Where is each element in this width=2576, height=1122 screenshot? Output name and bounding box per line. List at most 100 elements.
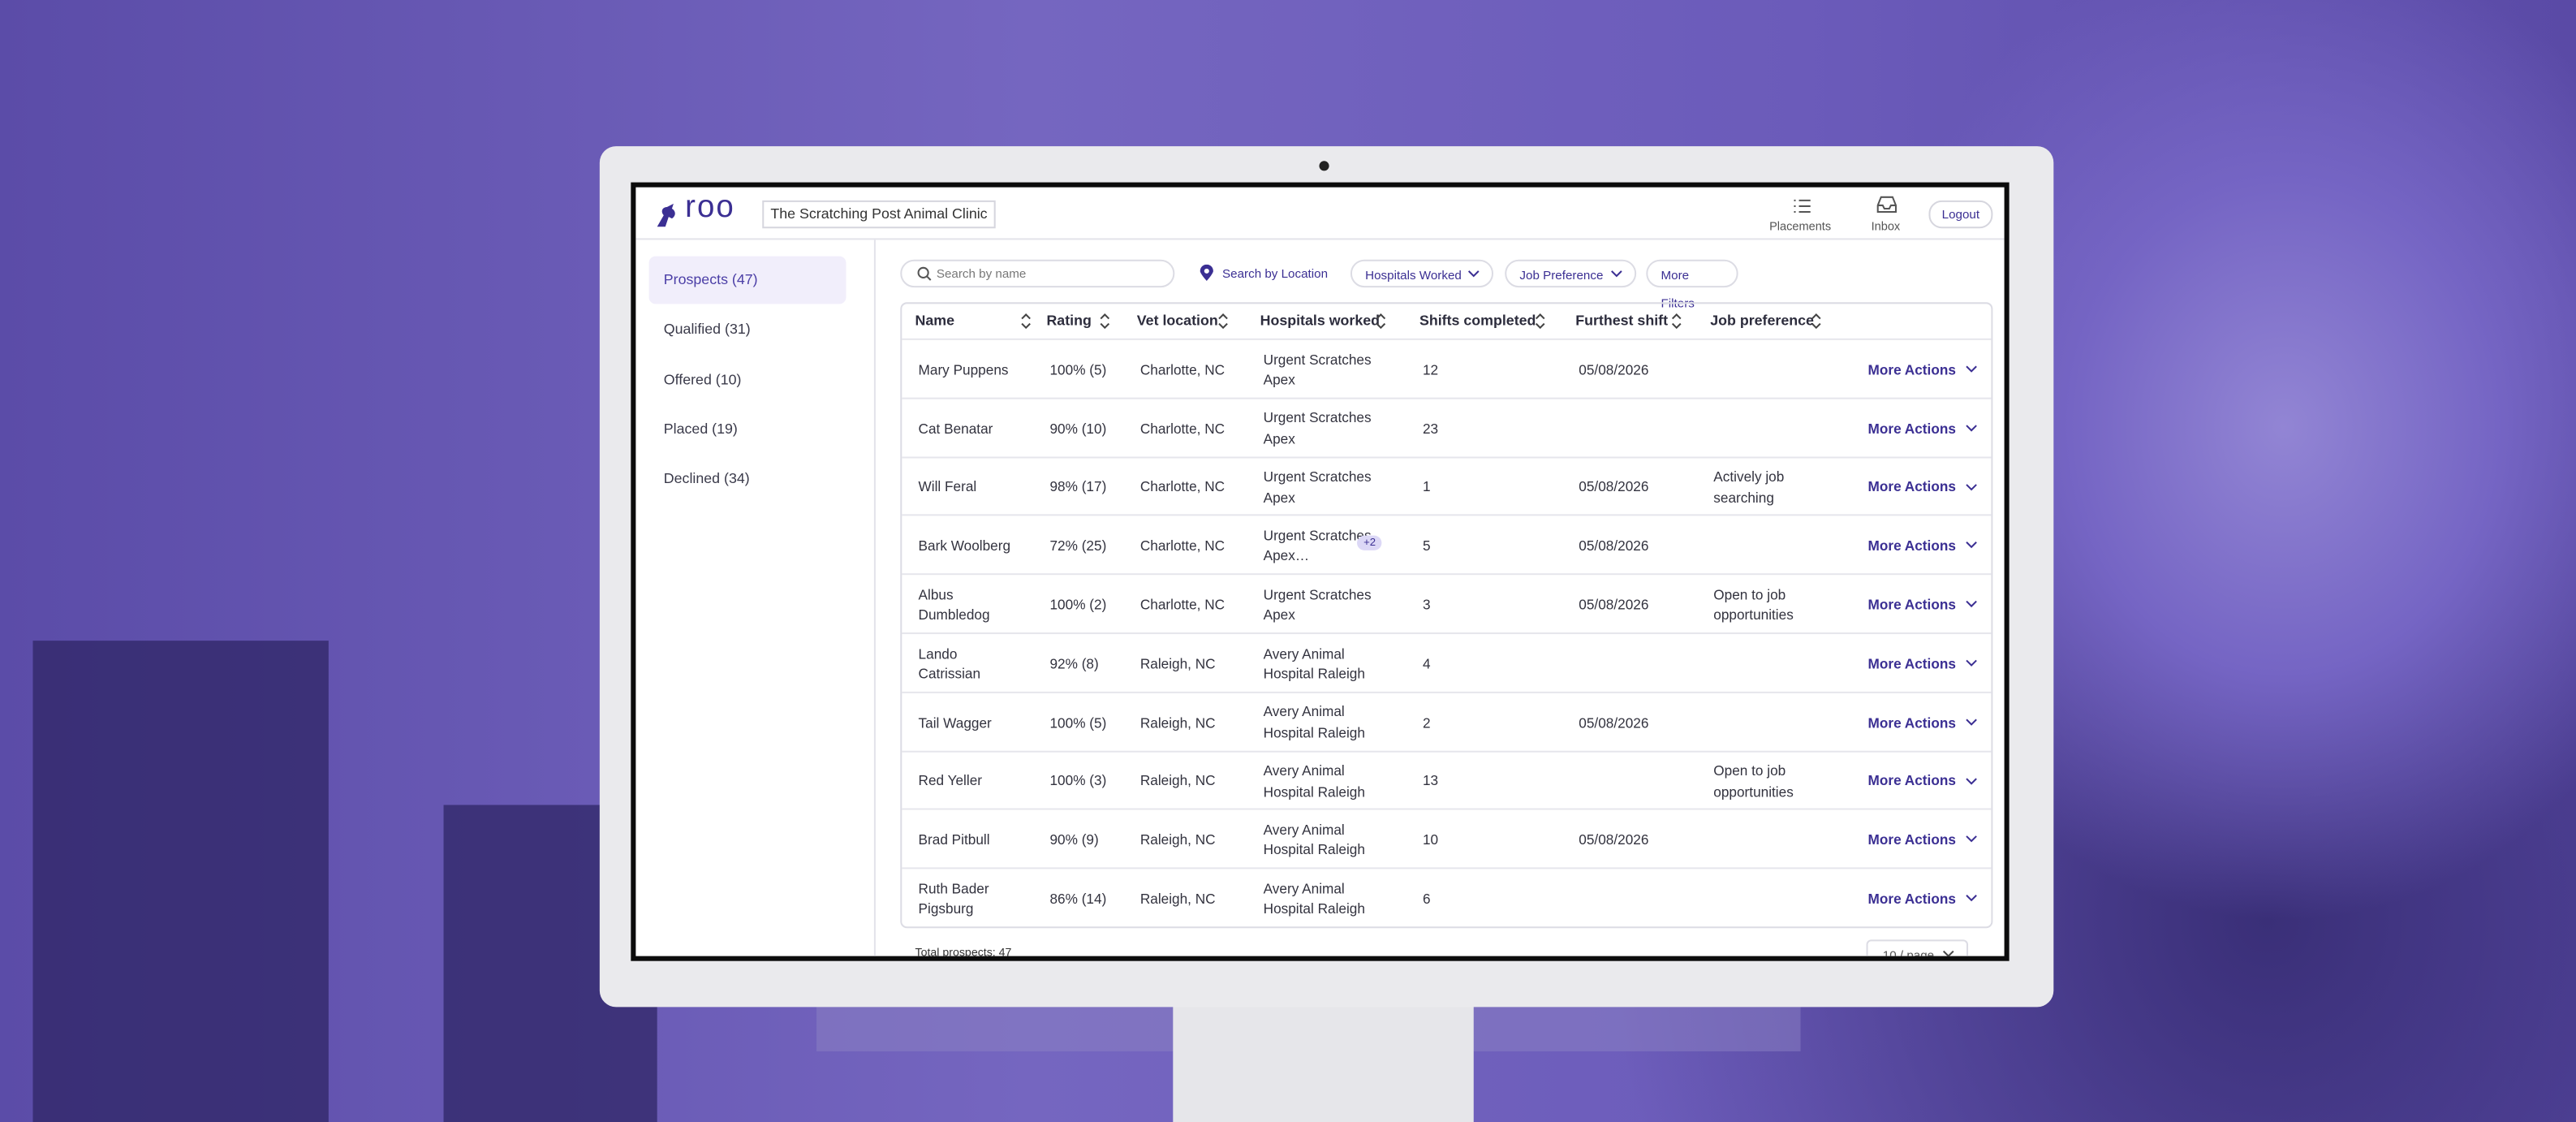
cell-shifts: 5 <box>1423 516 1521 576</box>
search-input[interactable]: Search by name <box>900 259 1175 288</box>
cell-location: Raleigh, NC <box>1140 810 1256 870</box>
nav-link[interactable]: Inbox <box>1871 218 1901 234</box>
more-actions-label: More Actions <box>1867 360 1956 378</box>
screen: roo The Scratching Post Animal Clinic Pl… <box>631 182 2010 961</box>
cell-rating: 100% (5) <box>1049 693 1131 752</box>
more-actions-label: More Actions <box>1867 772 1956 789</box>
prospects-table: Name Rating Vet location Hospitals worked Sh… <box>900 302 1993 929</box>
more-actions-label: More Actions <box>1867 831 1956 848</box>
cell-rating: 100% (2) <box>1049 576 1131 635</box>
cell-rating: 92% (8) <box>1049 634 1131 693</box>
column-header[interactable]: Furthest shift <box>1575 312 1669 329</box>
shifts: 3 <box>1422 596 1431 613</box>
more-actions[interactable]: More Actions <box>1868 399 1984 458</box>
more-actions[interactable]: More Actions <box>1868 458 1984 517</box>
chevron <box>1966 601 1977 608</box>
cell-name: Bark Woolberg <box>919 516 1014 576</box>
search-placeholder: Search by name <box>936 265 1027 282</box>
location: Charlotte, NC <box>1139 478 1226 495</box>
hospitals: Urgent Scratches Apex <box>1263 409 1372 447</box>
chevron <box>1966 542 1977 550</box>
more-actions[interactable]: More Actions <box>1868 634 1984 693</box>
hospitals: Urgent Scratches Apex… <box>1263 527 1372 564</box>
sort-icon <box>1671 313 1682 330</box>
cell-hospitals: Avery Animal Hospital Raleigh <box>1264 752 1379 811</box>
name: Mary Puppens <box>918 360 1009 378</box>
column-header[interactable]: Name <box>915 312 955 329</box>
hospitals: Urgent Scratches Apex <box>1263 585 1372 624</box>
page-size-select[interactable]: 10 / page <box>1866 939 1969 961</box>
sidebar-tab[interactable]: Offered (10) <box>663 370 742 387</box>
cell-shifts: 23 <box>1423 399 1521 458</box>
rating: 100% (5) <box>1049 360 1107 378</box>
more-actions-label: More Actions <box>1867 478 1956 495</box>
filter-dropdown[interactable]: Hospitals Worked <box>1350 259 1494 288</box>
sidebar-tab[interactable]: Placed (19) <box>663 420 738 438</box>
more-actions[interactable]: More Actions <box>1868 340 1984 399</box>
cell-shifts: 12 <box>1423 340 1521 399</box>
location: Charlotte, NC <box>1139 420 1226 437</box>
clinic-name: The Scratching Post Animal Clinic <box>762 200 996 229</box>
sort-icon <box>1535 313 1545 330</box>
column-header[interactable]: Rating <box>1046 312 1092 329</box>
column-header[interactable]: Shifts completed <box>1419 312 1536 329</box>
location-filter[interactable]: Search by Location <box>1222 265 1329 282</box>
column-header[interactable]: Vet location <box>1136 312 1218 329</box>
filter-label: Job Preference <box>1519 267 1604 283</box>
cell-location: Charlotte, NC <box>1140 576 1256 635</box>
rating: 100% (2) <box>1049 596 1107 613</box>
chevron <box>1966 659 1977 667</box>
sidebar-tab[interactable]: Declined (34) <box>663 470 750 487</box>
page-size: 10 / page <box>1882 947 1935 961</box>
more-actions[interactable]: More Actions <box>1868 693 1984 752</box>
shifts: 5 <box>1422 537 1431 555</box>
cell-name: Cat Benatar <box>919 399 1014 458</box>
cell-rating: 90% (10) <box>1049 399 1131 458</box>
shifts: 2 <box>1422 714 1431 731</box>
more-actions-label: More Actions <box>1867 596 1956 613</box>
more-actions[interactable]: More Actions <box>1868 810 1984 870</box>
cell-name: Tail Wagger <box>919 693 1014 752</box>
more-actions[interactable]: More Actions <box>1868 516 1984 576</box>
chevron <box>1966 483 1977 490</box>
cell-name: Ruth Bader Pigsburg <box>919 870 1014 929</box>
sidebar-tab[interactable]: Prospects (47) <box>648 256 846 304</box>
column-header[interactable]: Hospitals worked <box>1260 312 1381 329</box>
more-actions[interactable]: More Actions <box>1868 576 1984 635</box>
nav-link[interactable]: Placements <box>1769 218 1832 234</box>
cell-hospitals: Avery Animal Hospital Raleigh <box>1264 634 1379 693</box>
rating: 100% (3) <box>1049 772 1107 789</box>
preference: Actively job searching <box>1713 468 1785 506</box>
name: Lando Catrissian <box>918 645 981 682</box>
logo-icon <box>657 203 675 227</box>
cell-location: Raleigh, NC <box>1140 634 1256 693</box>
inbox-icon[interactable] <box>1876 196 1898 214</box>
cell-rating: 100% (5) <box>1049 340 1131 399</box>
cell-hospitals: Urgent Scratches Apex… <box>1264 516 1379 576</box>
location: Raleigh, NC <box>1139 714 1216 731</box>
cell-hospitals: Urgent Scratches Apex <box>1264 340 1379 399</box>
sort-icon <box>1376 313 1386 330</box>
rating: 98% (17) <box>1049 478 1107 495</box>
cell-shifts: 10 <box>1423 810 1521 870</box>
hospitals: Urgent Scratches Apex <box>1263 468 1372 506</box>
sidebar-tab[interactable]: Qualified (31) <box>663 321 751 338</box>
cell-location: Charlotte, NC <box>1140 340 1256 399</box>
location: Charlotte, NC <box>1139 537 1226 555</box>
name: Ruth Bader Pigsburg <box>918 879 989 917</box>
more-actions[interactable]: More Actions <box>1868 752 1984 811</box>
logout-button[interactable]: Logout <box>1928 200 1993 229</box>
placements-icon[interactable] <box>1792 197 1811 215</box>
filter-dropdown[interactable]: Job Preference <box>1505 259 1637 288</box>
app-header: roo The Scratching Post Animal Clinic Pl… <box>635 188 2005 240</box>
shifts: 10 <box>1422 831 1439 848</box>
more-actions[interactable]: More Actions <box>1868 870 1984 929</box>
rating: 92% (8) <box>1049 654 1099 672</box>
chevron <box>1966 895 1977 902</box>
hospitals: Avery Animal Hospital Raleigh <box>1263 762 1365 800</box>
cell-shifts: 13 <box>1423 752 1521 811</box>
name: Tail Wagger <box>918 714 992 731</box>
more-filters[interactable]: More Filters <box>1646 259 1738 310</box>
column-header[interactable]: Job preference <box>1710 312 1814 329</box>
